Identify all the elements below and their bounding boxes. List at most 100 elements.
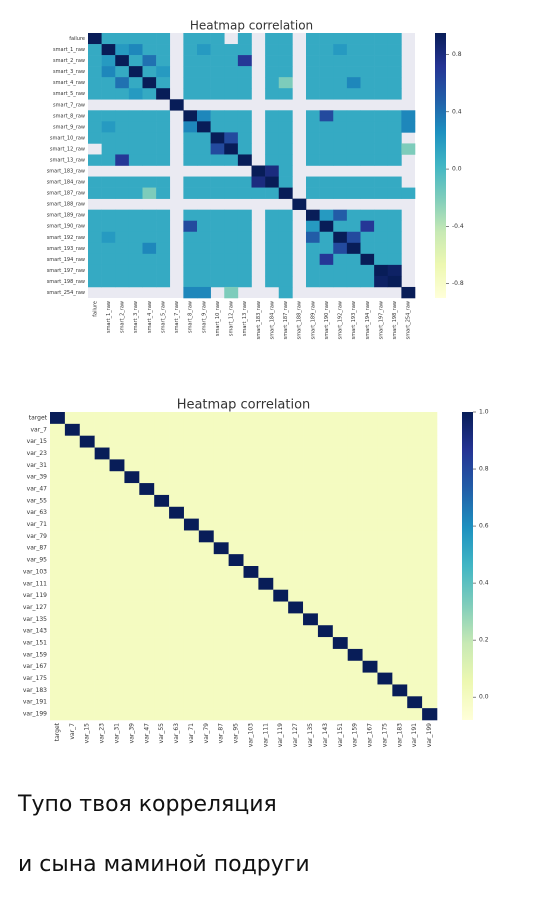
heatmap-cell [210,220,225,233]
heatmap-cell [362,554,378,567]
heatmap-cell [374,66,389,78]
heatmap-cell [374,55,389,67]
y-tick-label: var_55 [27,497,48,504]
x-tick-label: var_135 [307,723,314,747]
heatmap-cell [303,435,319,448]
heatmap-cell [422,554,438,567]
y-tick-label: smart_198_raw [47,279,85,285]
heatmap-cell [197,143,211,155]
heatmap-cell [237,110,252,122]
heatmap-cell [265,220,280,233]
heatmap-cell [115,220,130,233]
heatmap-cell [360,242,375,255]
heatmap-cell [154,471,170,484]
heatmap-cell [273,613,289,626]
heatmap-cell [319,66,334,78]
heatmap-cell [258,554,274,567]
heatmap-cell [213,530,229,543]
heatmap-cell [237,44,252,56]
heatmap-cell [142,110,157,122]
heatmap-cell [347,613,363,626]
heatmap-cell [377,613,393,626]
heatmap-cell [360,55,375,67]
heatmap-cell [422,506,438,519]
heatmap-cell [79,494,95,508]
heatmap-cell [139,506,155,519]
heatmap-cell [156,143,171,155]
heatmap-cell [392,494,408,508]
heatmap-cell [124,672,140,685]
heatmap-cell [228,660,244,673]
heatmap-cell [156,44,171,56]
heatmap-cell [101,176,116,188]
heatmap-cell [228,412,244,425]
heatmap-cell [278,88,293,100]
heatmap-cell [109,708,125,721]
heatmap-cell [154,637,170,650]
heatmap-cell [94,459,110,472]
colorbar-tick-label: 0.4 [479,580,489,587]
heatmap-cell [288,589,304,602]
heatmap-cell [288,530,304,543]
heatmap-cell [183,648,200,662]
heatmap-cell [333,33,348,45]
heatmap-cell [362,613,378,626]
heatmap-cell [258,447,274,460]
y-tick-label: var_71 [27,521,48,528]
heatmap-cell [237,121,252,133]
heatmap-cell [169,447,185,460]
x-tick-label: smart_10_raw [215,301,221,336]
heatmap-cell [317,613,334,626]
heatmap-cell [237,154,252,166]
heatmap-cell [374,121,389,133]
heatmap-cell [319,143,334,155]
heatmap-cell [64,494,81,508]
heatmap-cell [154,554,170,567]
heatmap-cell [377,696,393,709]
heatmap-cell [273,696,289,709]
heatmap-cell [183,613,200,626]
heatmap-cell [169,613,185,626]
y-tick-label: smart_183_raw [47,169,85,175]
heatmap-cell [303,542,319,555]
heatmap-cell [183,660,200,673]
heatmap-cell [303,530,319,543]
heatmap-cell [79,672,95,685]
heatmap-cell [139,459,155,472]
heatmap-cell [265,209,280,222]
heatmap-cell [128,187,143,199]
heatmap-cell [101,275,116,288]
heatmap-cell [422,518,438,531]
heatmap-cell [197,220,211,233]
heatmap-cell [79,577,95,590]
heatmap-cell [237,275,252,288]
heatmap-cell [198,518,215,531]
x-tick-label: smart_194_raw [365,301,371,339]
heatmap-cell [392,506,408,519]
heatmap-cell [387,275,402,288]
heatmap-cell [317,412,334,425]
x-tick-label: var_143 [322,723,329,747]
heatmap-cell [198,459,215,472]
heatmap-cell [243,601,259,614]
heatmap-cell [124,494,140,508]
heatmap-cell [64,423,81,436]
heatmap-cell [101,66,116,78]
heatmap-cell [392,684,408,697]
heatmap-cell [156,55,171,67]
heatmap-cell [273,684,289,697]
heatmap-cell [258,648,274,662]
heatmap-cell [213,459,229,472]
heatmap-cell [387,242,402,255]
heatmap-cell [422,435,438,448]
heatmap-cell [224,209,239,222]
heatmap-cell [333,132,348,144]
heatmap-cell [198,660,215,673]
heatmap-cell [347,459,363,472]
y-tick-label: var_31 [27,462,48,469]
heatmap-cell [333,88,348,100]
heatmap-cell [109,506,125,519]
heatmap-cell [303,601,319,614]
heatmap-cell [156,88,171,100]
